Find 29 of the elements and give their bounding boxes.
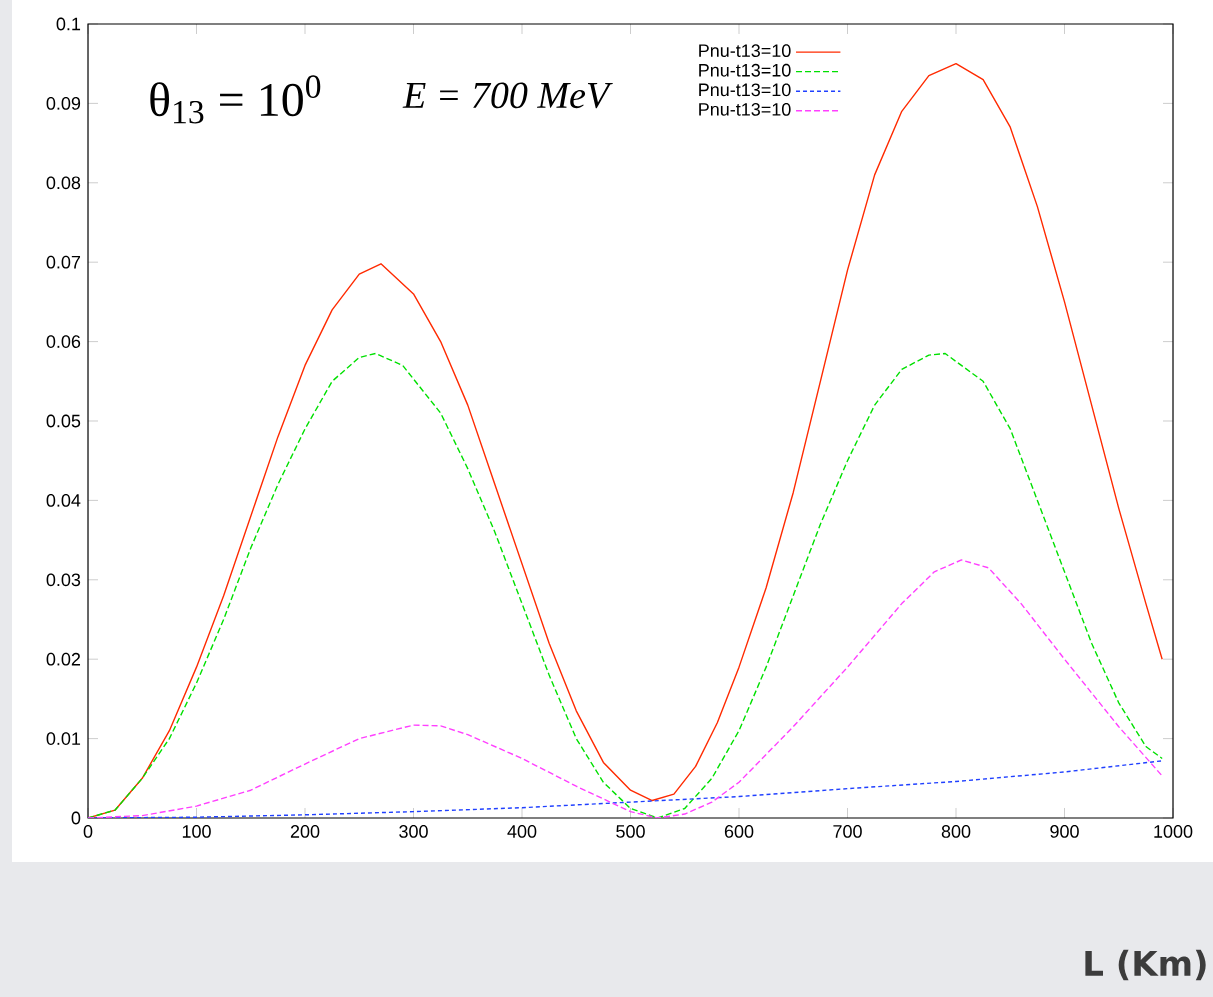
legend-label: Pnu-t13=10 — [699, 44, 791, 58]
x-tick-label: 100 — [182, 825, 211, 838]
y-tick-label: 0.05 — [46, 414, 81, 428]
legend-label: Pnu-t13=10 — [699, 83, 791, 97]
annotation: E = 700 MeV — [402, 82, 613, 109]
y-tick-label: 0.07 — [46, 255, 81, 269]
y-tick-label: 0.08 — [46, 176, 81, 190]
legend-label: Pnu-t13=10 — [699, 63, 791, 77]
y-tick-label: 0.06 — [46, 335, 81, 348]
y-tick-label: 0.09 — [46, 97, 81, 110]
x-tick-label: 900 — [1050, 825, 1079, 838]
annotation: θ$_{13}$ = 10$^{0}$ — [150, 75, 321, 124]
x-tick-label: 0 — [83, 825, 93, 838]
y-tick-label: 0.04 — [46, 494, 81, 507]
legend-label: Pnu-t13=10 — [699, 103, 791, 116]
x-tick-label: 600 — [724, 825, 754, 838]
x-tick-label: 700 — [833, 825, 862, 838]
y-tick-label: 0.02 — [46, 652, 81, 666]
x-tick-label: 400 — [507, 825, 537, 838]
x-tick-label: 300 — [399, 825, 428, 838]
x-tick-label: 1000 — [1154, 825, 1193, 838]
y-tick-label: 0 — [71, 811, 81, 825]
y-tick-label: 0.01 — [46, 732, 81, 745]
x-axis-title: L (Km) — [1085, 949, 1206, 981]
x-tick-label: 500 — [616, 825, 645, 838]
x-tick-label: 800 — [941, 825, 971, 838]
y-tick-label: 0.03 — [46, 573, 81, 587]
y-tick-label: 0.1 — [56, 17, 81, 31]
x-tick-label: 200 — [290, 825, 320, 838]
